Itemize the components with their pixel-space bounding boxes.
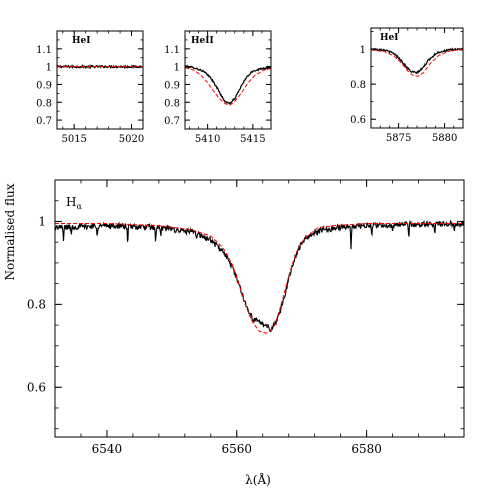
y-tick-label: 0.8: [164, 98, 180, 109]
x-axis-title: λ(Å): [245, 472, 271, 487]
panel-hei5015: 5015 5020 0.7 0.8 0.9 1 1.1 HeI: [36, 30, 144, 145]
x-tick-label: 5415: [240, 134, 265, 145]
x-tick-label: 6540: [92, 442, 123, 456]
y-tick-label: 0.6: [350, 115, 366, 126]
y-tick-label: 0.8: [27, 297, 46, 311]
plot-frame: [184, 30, 272, 130]
y-tick-label: 0.6: [27, 380, 46, 394]
x-tick-label: 5875: [386, 133, 411, 144]
series-model: [185, 67, 271, 106]
x-tick-label: 6580: [351, 442, 382, 456]
y-tick-label: 1: [174, 63, 180, 74]
plot-frame: [56, 30, 144, 130]
series-model: [55, 223, 464, 334]
y-tick-label: 0.9: [164, 80, 180, 91]
panel-hei5876: 5875 5880 0.6 0.8 1 HeI: [350, 27, 464, 144]
x-tick-label: 5410: [195, 134, 220, 145]
y-tick-label: 0.7: [164, 116, 180, 127]
y-tick-label: 0.8: [36, 98, 52, 109]
series-model: [371, 48, 463, 77]
y-tick-label: 1: [46, 63, 52, 74]
y-tick-label: 0.7: [36, 116, 52, 127]
y-tick-label: 1.1: [36, 45, 52, 56]
x-tick-label: 6560: [222, 442, 253, 456]
plot-frame: [54, 179, 465, 438]
y-axis-title: Normalised flux: [3, 183, 17, 280]
panel-label: Hα: [66, 195, 82, 211]
y-tick-label: 0.8: [350, 80, 366, 91]
y-tick-label: 1.1: [164, 45, 180, 56]
panel-label: HeI: [72, 36, 90, 46]
x-tick-label: 5020: [119, 134, 144, 145]
series-observed: [55, 219, 464, 333]
panel-label: HeII: [191, 36, 214, 46]
y-tick-label: 1: [360, 45, 366, 56]
panel-halpha: 6540 6560 6580 0.6 0.8 1 Hα: [27, 179, 465, 456]
y-tick-label: 1: [38, 214, 46, 228]
series-observed: [185, 64, 271, 106]
series-observed: [371, 47, 463, 75]
panel-heii5411: 5410 5415 0.7 0.8 0.9 1 1.1 HeII: [164, 30, 272, 145]
x-tick-label: 5015: [61, 134, 86, 145]
plot-frame: [370, 27, 464, 129]
panel-label: HeI: [380, 33, 398, 43]
y-tick-label: 0.9: [36, 80, 52, 91]
x-tick-label: 5880: [432, 133, 457, 144]
